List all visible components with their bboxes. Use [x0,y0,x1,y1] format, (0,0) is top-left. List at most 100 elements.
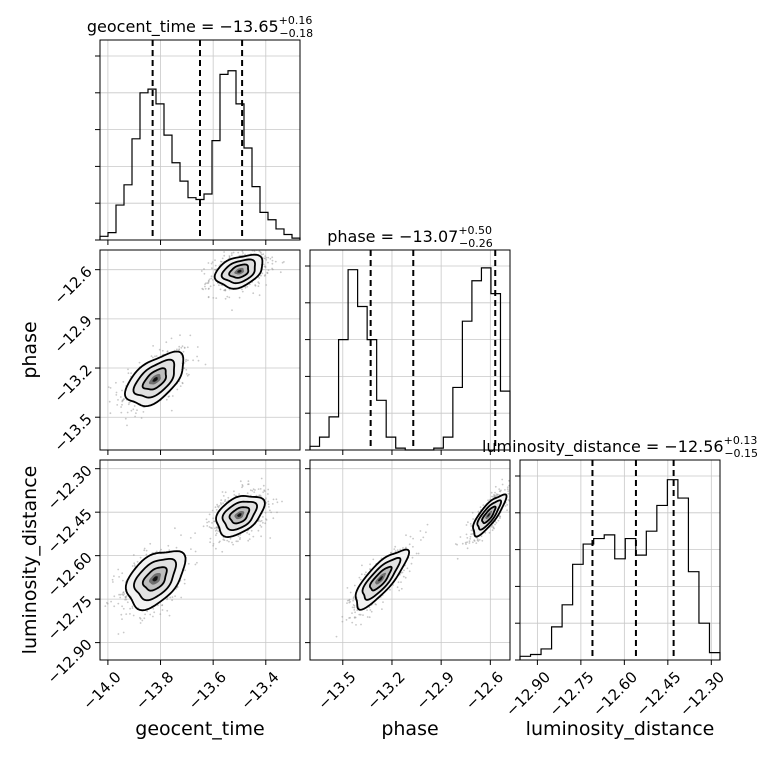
sample-point [220,260,223,263]
sample-point [281,500,283,503]
sample-point [118,576,120,578]
sample-point [275,498,278,501]
sample-point [157,604,159,607]
sample-point [181,381,184,384]
sample-point [222,538,225,541]
sample-point [469,538,472,540]
sample-point [207,280,210,283]
sample-point [249,489,252,492]
sample-point [495,494,498,497]
sample-point [412,537,414,540]
sample-point [247,480,250,483]
sample-point [203,272,206,275]
sample-point [479,506,482,509]
sample-point [480,535,483,538]
sample-point [365,571,367,574]
sample-point [257,529,260,532]
sample-point [399,548,402,551]
sample-point [134,415,137,418]
sample-point [514,494,516,496]
data-layer [99,40,721,660]
sample-point [396,586,399,589]
contour-line [213,253,264,290]
sample-point [264,265,267,268]
sample-point [363,573,366,576]
sample-point [269,257,272,260]
title-plus-error: +0.50 [458,224,492,237]
sample-point [372,558,375,561]
sample-point [128,401,131,404]
sample-point [215,297,218,299]
sample-point [525,461,527,463]
sample-point [259,524,262,527]
sample-point [185,373,188,375]
sample-point [145,549,148,552]
sample-point [394,550,397,553]
sample-point [207,296,210,299]
sample-point [276,511,278,514]
sample-point [514,499,516,501]
sample-point [187,562,190,565]
sample-point [118,593,120,596]
panel-phase-vs-luminosity_distance [335,461,527,638]
sample-point [465,533,468,536]
panel-frame [99,459,301,661]
sample-point [262,484,265,487]
sample-point [110,600,112,603]
sample-point [212,543,215,545]
density-fill [152,377,158,382]
sample-point [508,479,510,482]
sample-point [126,411,129,414]
sample-point [209,285,212,288]
sample-point [264,511,267,514]
sample-point [487,499,489,502]
sample-point [247,483,250,485]
sample-point [183,582,186,585]
sample-point [506,503,509,506]
sample-point [470,525,473,527]
sample-point [401,571,404,574]
sample-point [271,244,273,246]
sample-point [241,486,243,489]
sample-point [196,346,199,348]
sample-point [466,547,469,550]
sample-point [241,288,243,291]
panel-frame [99,249,301,451]
sample-point [271,503,274,505]
sample-point [152,356,154,359]
sample-point [400,581,402,583]
sample-point [246,492,249,494]
sample-point [410,562,413,565]
sample-point [122,381,125,383]
sample-point [267,488,270,491]
sample-point [125,613,128,615]
sample-point [230,252,233,255]
y-tick-label-phase: −13.5 [50,410,95,455]
sample-point [241,290,244,293]
sample-point [394,545,397,548]
sample-point [248,538,251,540]
sample-point [208,513,211,516]
sample-point [504,489,506,491]
grid-layer [100,40,720,660]
sample-point [349,616,351,619]
sample-point [241,250,244,253]
sample-point [238,493,241,495]
x-tick-label-luminosity_distance: −12.90 [502,668,554,720]
sample-point [220,499,223,501]
sample-point [279,271,282,274]
sample-point [241,484,244,486]
sample-point [183,367,186,370]
sample-point [204,287,207,290]
sample-point [237,251,240,254]
sample-point [152,345,155,347]
sample-point [127,403,130,406]
text-layer: −14.0 −13.8 −13.6 −13.4 −13.5 −13.2 −12.9 −12.6… [19,14,758,740]
sample-point [223,254,226,257]
sample-point [283,261,285,263]
sample-point [142,411,145,413]
sample-point [132,408,135,411]
sample-point [494,523,496,526]
sample-point [204,363,207,366]
sample-point [475,542,478,544]
